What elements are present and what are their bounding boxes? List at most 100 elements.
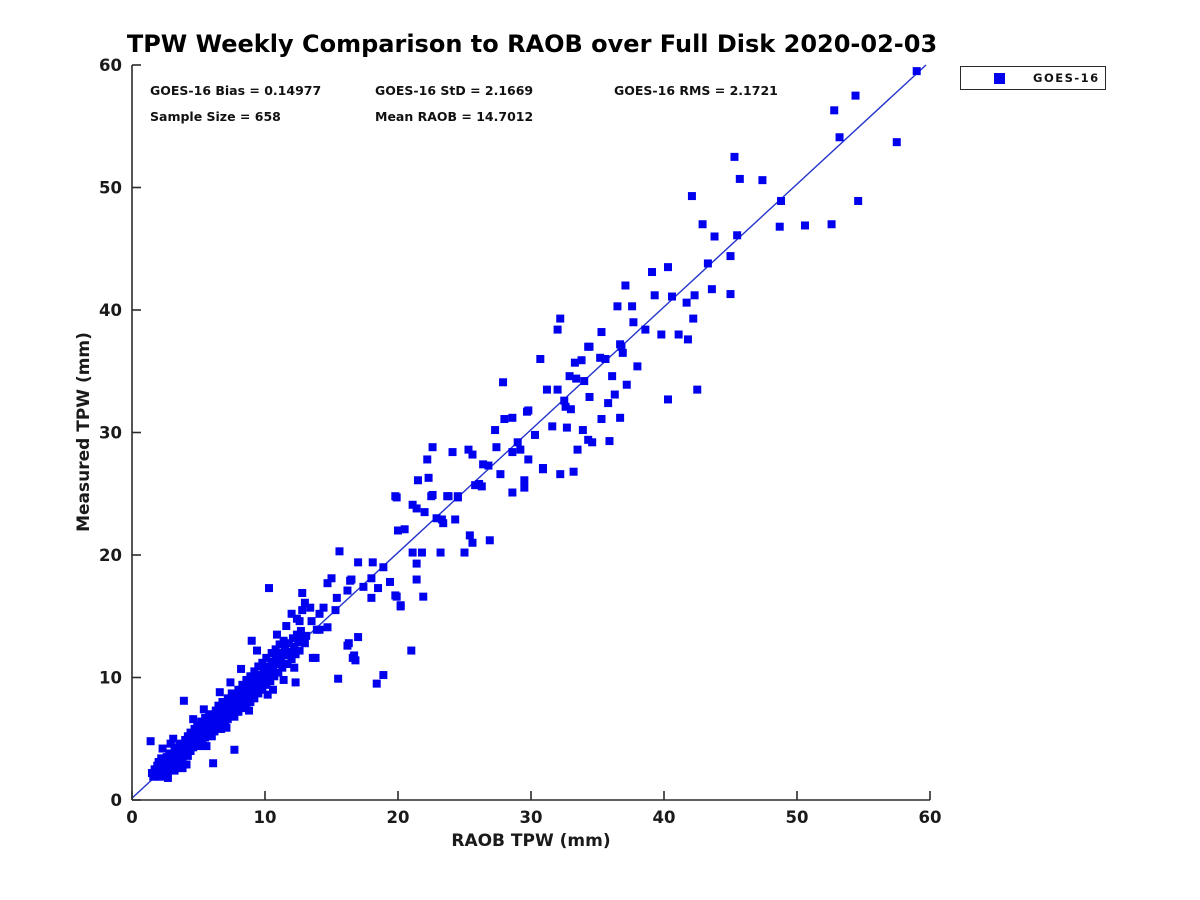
- data-point: [830, 106, 839, 115]
- data-point: [214, 710, 223, 719]
- data-point: [323, 623, 332, 632]
- data-point: [319, 603, 328, 612]
- data-point: [436, 548, 445, 557]
- data-point: [524, 455, 533, 464]
- data-point: [597, 328, 606, 337]
- x-tick-label: 10: [254, 808, 277, 827]
- data-point: [560, 396, 569, 405]
- data-point: [334, 674, 343, 683]
- data-point: [698, 220, 707, 229]
- data-point: [420, 508, 429, 517]
- legend-box: GOES-16: [960, 66, 1106, 90]
- data-point: [523, 407, 532, 416]
- data-point: [477, 482, 486, 491]
- data-point: [464, 445, 473, 454]
- data-point: [572, 374, 581, 383]
- data-point: [657, 330, 666, 339]
- data-point: [663, 395, 672, 404]
- data-point: [556, 470, 565, 479]
- data-point: [372, 679, 381, 688]
- data-point: [179, 696, 188, 705]
- data-point: [584, 342, 593, 351]
- data-point: [800, 221, 809, 230]
- data-point: [573, 445, 582, 454]
- data-point: [295, 617, 304, 626]
- data-point: [210, 727, 219, 736]
- data-point: [359, 582, 368, 591]
- data-point: [468, 450, 477, 459]
- data-point: [496, 470, 505, 479]
- data-point: [209, 759, 218, 768]
- data-point: [247, 679, 256, 688]
- data-point: [485, 536, 494, 545]
- data-point: [367, 593, 376, 602]
- data-point: [412, 559, 421, 568]
- data-point: [217, 724, 226, 733]
- data-point: [854, 196, 863, 205]
- x-axis-label: RAOB TPW (mm): [451, 831, 611, 851]
- data-point: [605, 437, 614, 446]
- data-point: [264, 669, 273, 678]
- data-point: [566, 405, 575, 414]
- data-point: [601, 355, 610, 363]
- data-point: [851, 91, 860, 100]
- data-point: [312, 625, 321, 634]
- data-point: [201, 733, 210, 742]
- x-tick-label: 40: [653, 808, 676, 827]
- data-point: [280, 644, 289, 653]
- data-point: [775, 222, 784, 231]
- data-point: [246, 672, 255, 681]
- data-point: [374, 584, 383, 593]
- data-point: [562, 423, 571, 432]
- data-point: [230, 712, 239, 721]
- y-tick-label: 60: [99, 56, 122, 75]
- data-point: [520, 483, 529, 492]
- data-point: [417, 548, 426, 557]
- data-point: [827, 220, 836, 229]
- data-point: [777, 196, 786, 205]
- data-point: [508, 413, 517, 422]
- data-point: [238, 680, 247, 689]
- data-point: [247, 636, 256, 645]
- data-point: [758, 176, 767, 185]
- data-point: [419, 592, 428, 601]
- data-point: [491, 426, 500, 435]
- data-point: [287, 609, 296, 618]
- data-point: [283, 660, 292, 669]
- data-point: [379, 671, 388, 680]
- data-point: [302, 631, 311, 640]
- data-point: [613, 302, 622, 311]
- data-point: [577, 356, 586, 365]
- data-point: [726, 252, 735, 261]
- data-point: [451, 515, 460, 524]
- data-point: [513, 438, 522, 447]
- stat-bias: GOES-16 Bias = 0.14977: [150, 83, 322, 98]
- data-point: [484, 461, 493, 470]
- data-point: [912, 67, 921, 76]
- data-point: [226, 678, 235, 687]
- data-point: [202, 742, 211, 751]
- data-point: [343, 586, 352, 595]
- data-point: [268, 685, 277, 694]
- data-point: [282, 622, 291, 631]
- y-tick-label: 30: [99, 424, 122, 443]
- data-point: [530, 430, 539, 439]
- y-tick-label: 50: [99, 179, 122, 198]
- data-point: [275, 649, 284, 657]
- data-point: [258, 658, 267, 667]
- data-point: [367, 574, 376, 583]
- stat-sample-size: Sample Size = 658: [150, 109, 281, 124]
- data-point: [169, 734, 178, 743]
- data-point: [726, 290, 735, 299]
- data-point: [396, 602, 405, 611]
- data-point: [379, 563, 388, 572]
- x-tick-label: 20: [387, 808, 410, 827]
- data-point: [479, 460, 488, 469]
- data-point: [296, 626, 305, 635]
- data-point: [229, 705, 238, 714]
- data-point: [569, 467, 578, 476]
- data-point: [508, 448, 517, 457]
- data-point: [492, 443, 501, 452]
- data-point: [350, 651, 359, 660]
- data-point: [710, 232, 719, 241]
